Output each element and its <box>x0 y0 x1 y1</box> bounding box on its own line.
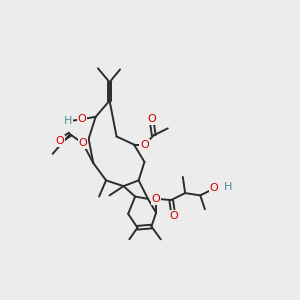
Text: O: O <box>55 136 64 146</box>
Text: O: O <box>152 194 161 204</box>
Text: H: H <box>224 182 232 192</box>
Text: O: O <box>210 184 219 194</box>
Text: O: O <box>147 114 156 124</box>
Text: H: H <box>64 116 72 127</box>
Text: O: O <box>77 114 86 124</box>
Text: O: O <box>169 211 178 221</box>
Text: O: O <box>79 138 87 148</box>
Text: O: O <box>140 140 149 150</box>
